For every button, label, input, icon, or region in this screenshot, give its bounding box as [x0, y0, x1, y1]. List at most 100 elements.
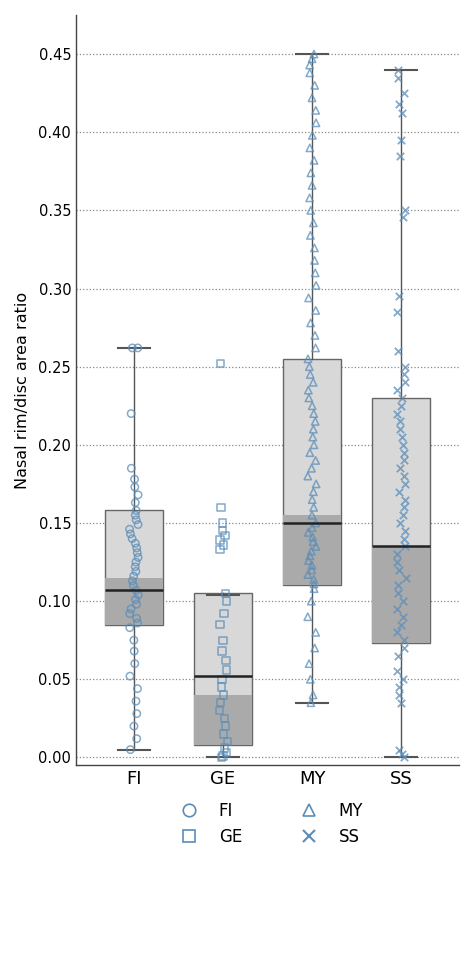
Point — [312, 102, 319, 118]
Point — [131, 656, 138, 672]
Point — [130, 644, 138, 659]
Point — [396, 515, 404, 531]
Point — [305, 553, 312, 568]
Point — [310, 500, 318, 515]
Point — [308, 51, 316, 67]
Point — [394, 586, 402, 601]
Point — [130, 568, 137, 584]
Point — [220, 687, 228, 703]
Point — [393, 624, 401, 640]
Point — [126, 521, 133, 537]
Point — [134, 550, 142, 565]
Point — [130, 718, 138, 733]
Point — [217, 695, 224, 710]
Point — [132, 583, 140, 598]
Point — [311, 641, 319, 656]
Point — [128, 531, 136, 546]
Point — [131, 472, 138, 487]
Bar — [194, 593, 252, 745]
Point — [304, 351, 312, 367]
Point — [310, 484, 317, 500]
Point — [216, 541, 224, 557]
Point — [310, 152, 318, 168]
Point — [128, 460, 135, 476]
Point — [308, 90, 316, 105]
Point — [219, 632, 227, 648]
Point — [393, 406, 401, 422]
Point — [312, 278, 320, 293]
Point — [218, 672, 226, 687]
Point — [308, 508, 316, 523]
Point — [128, 341, 136, 356]
Point — [401, 445, 408, 460]
Point — [307, 203, 315, 218]
Bar — [372, 398, 430, 644]
Point — [132, 503, 140, 518]
Point — [401, 476, 409, 491]
Point — [400, 672, 407, 687]
Point — [310, 46, 318, 62]
Point — [219, 515, 227, 531]
Point — [397, 695, 404, 710]
Point — [394, 648, 402, 664]
Point — [128, 573, 136, 589]
Point — [126, 606, 134, 621]
Point — [401, 367, 408, 382]
Point — [127, 601, 135, 617]
Point — [401, 531, 408, 546]
Point — [395, 679, 402, 695]
Point — [306, 140, 314, 155]
Point — [222, 652, 230, 668]
Point — [396, 563, 403, 578]
Point — [397, 617, 405, 632]
Bar — [105, 578, 163, 624]
Point — [311, 77, 319, 93]
Point — [311, 414, 319, 429]
Point — [222, 586, 229, 601]
Point — [306, 190, 313, 206]
Point — [132, 592, 139, 607]
Point — [312, 453, 319, 468]
Point — [311, 265, 319, 281]
Point — [394, 578, 402, 593]
Point — [308, 563, 316, 578]
Point — [393, 554, 401, 569]
Point — [218, 644, 226, 659]
Point — [216, 533, 224, 548]
Point — [128, 406, 135, 422]
Point — [309, 398, 316, 413]
Point — [309, 530, 317, 545]
Point — [395, 484, 403, 500]
Point — [134, 487, 142, 503]
Point — [397, 398, 405, 413]
Point — [216, 617, 224, 632]
Point — [304, 566, 312, 582]
Point — [132, 512, 140, 528]
Point — [393, 664, 401, 679]
Point — [393, 601, 401, 617]
Point — [307, 672, 314, 687]
Point — [312, 115, 320, 130]
Point — [221, 710, 228, 726]
Point — [401, 500, 408, 515]
Point — [395, 96, 403, 112]
Point — [223, 745, 230, 760]
Point — [308, 178, 316, 193]
Point — [398, 429, 406, 445]
Point — [310, 422, 317, 437]
Point — [399, 208, 407, 224]
Point — [126, 669, 134, 684]
Point — [305, 656, 313, 672]
Point — [400, 632, 407, 648]
Point — [134, 681, 141, 697]
Point — [310, 406, 318, 422]
Legend: FI, GE, MY, SS: FI, GE, MY, SS — [164, 793, 372, 854]
Point — [401, 523, 408, 538]
Point — [309, 127, 316, 143]
Point — [400, 508, 407, 523]
Point — [312, 341, 319, 356]
Point — [217, 500, 225, 515]
Point — [399, 437, 406, 453]
Point — [132, 564, 140, 579]
Point — [304, 609, 311, 624]
